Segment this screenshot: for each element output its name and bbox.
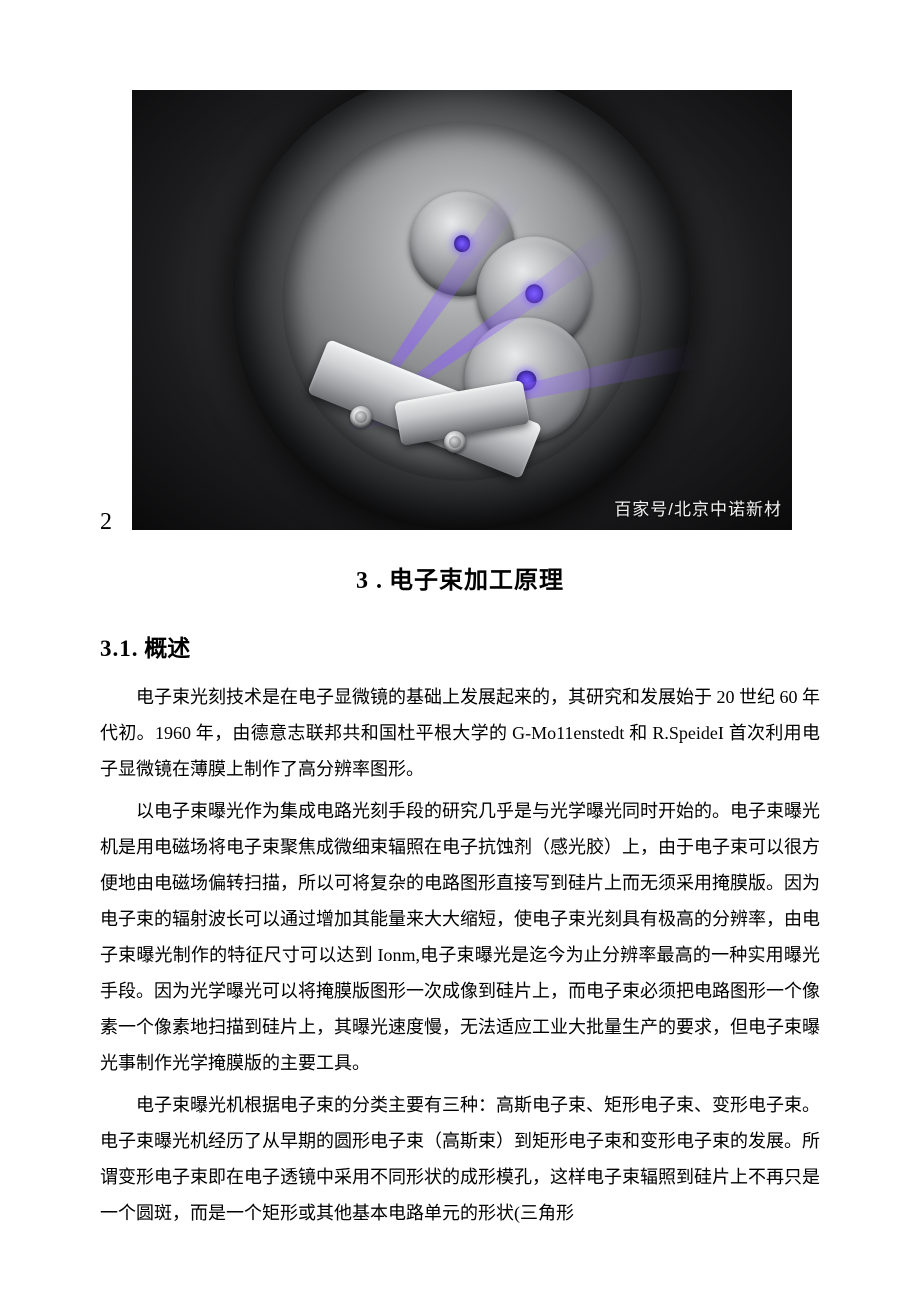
section-title-text: 电子束加工原理 (389, 568, 564, 594)
screw-2 (444, 431, 466, 453)
chamber-inner (282, 121, 642, 481)
subsection-title: 概述 (144, 636, 190, 661)
figure-watermark: 百家号/北京中诺新材 (614, 495, 782, 520)
p1-latin-1: G-Mo11enstedt (512, 723, 624, 743)
paragraph-2: 以电子束曝光作为集成电路光刻手段的研究几乎是与光学曝光同时开始的。电子束曝光机是… (100, 793, 820, 1081)
p2-latin: Ionm (377, 945, 415, 965)
p2-a: 以电子束曝光作为集成电路光刻手段的研究几乎是与光学曝光同时开始的。电子束曝光机是… (100, 801, 820, 965)
paragraph-3: 电子束曝光机根据电子束的分类主要有三种：高斯电子束、矩形电子束、变形电子束。电子… (100, 1087, 820, 1231)
p1-latin-2: R.SpeideI (652, 723, 724, 743)
section-title: 3 .电子束加工原理 (100, 560, 820, 595)
subsection-heading: 3.1. 概述 (100, 629, 820, 663)
p1-c: 和 (624, 723, 652, 743)
figure-number: 2 (100, 509, 112, 536)
section-number: 3 . (356, 568, 383, 594)
paragraph-1: 电子束光刻技术是在电子显微镜的基础上发展起来的，其研究和发展始于 20 世纪 6… (100, 679, 820, 787)
chamber-outer (232, 90, 692, 530)
document-page: 百家号/北京中诺新材 2 3 .电子束加工原理 3.1. 概述 电子束光刻技术是… (0, 0, 920, 1297)
subsection-number: 3.1. (100, 636, 139, 661)
figure-wrap: 百家号/北京中诺新材 2 (100, 90, 820, 530)
figure-image: 百家号/北京中诺新材 (132, 90, 792, 530)
